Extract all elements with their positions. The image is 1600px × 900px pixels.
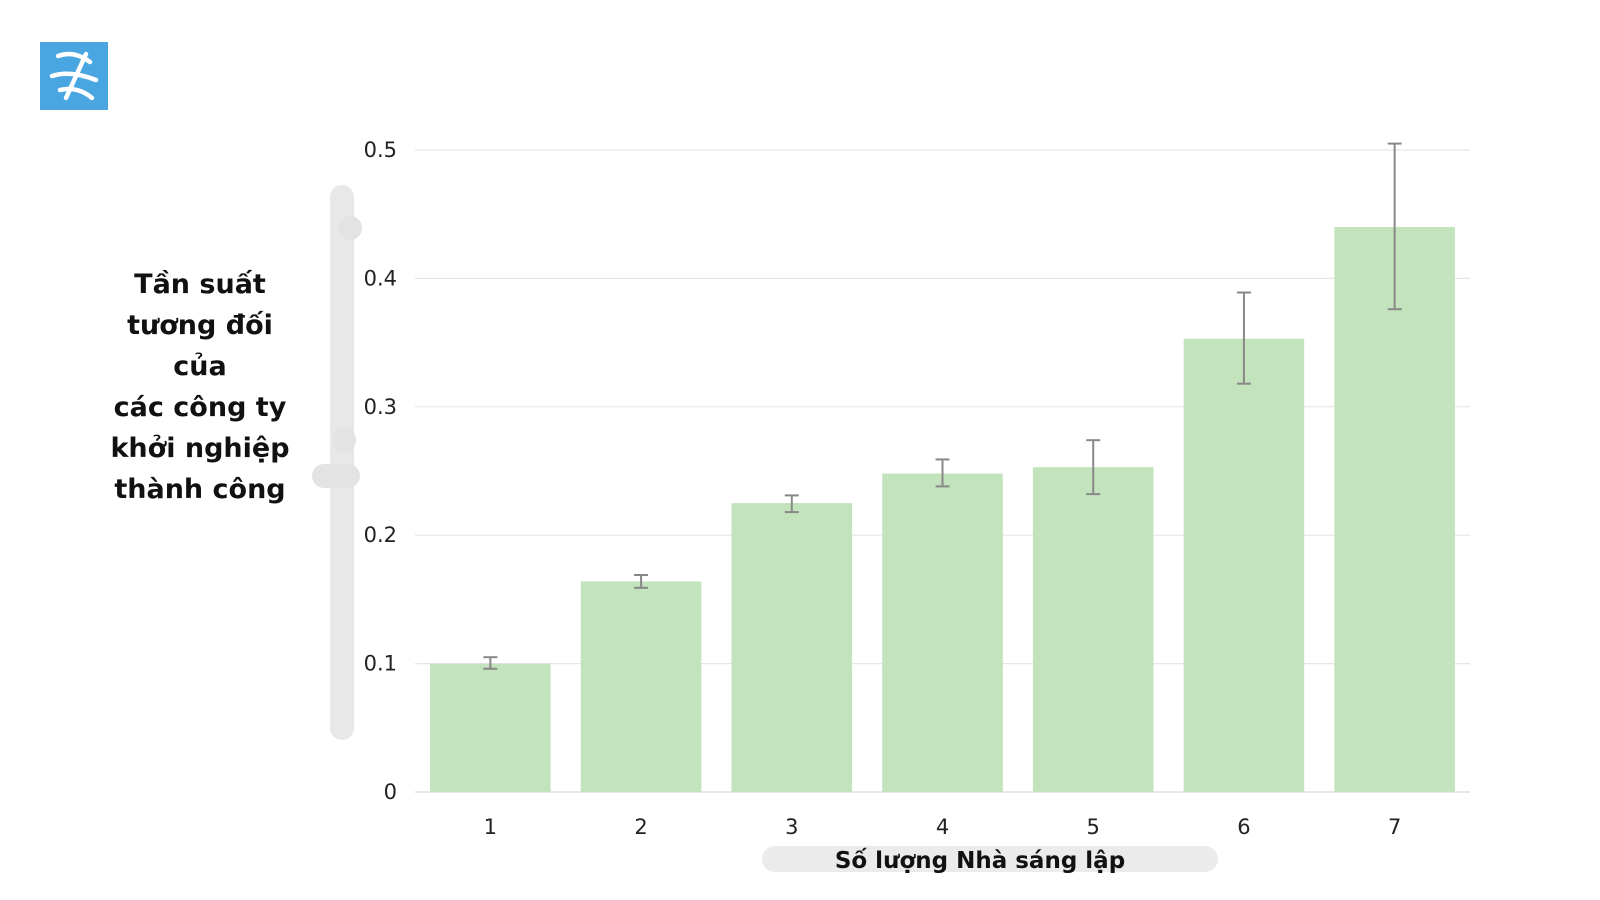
bar <box>580 581 702 792</box>
vertical-scrollbar[interactable] <box>330 185 354 740</box>
bar <box>430 663 551 792</box>
bar <box>1032 467 1154 792</box>
y-tick-label: 0.5 <box>364 138 397 162</box>
x-tick-label: 1 <box>484 815 497 839</box>
x-axis-label: Số lượng Nhà sáng lập <box>834 848 1126 874</box>
scroll-handle[interactable] <box>312 464 360 488</box>
bar <box>1183 338 1305 792</box>
y-tick-label: 0.2 <box>364 523 397 547</box>
x-tick-label: 2 <box>634 815 647 839</box>
x-tick-label: 7 <box>1388 815 1401 839</box>
x-tick-label: 5 <box>1087 815 1100 839</box>
horizontal-scrollbar[interactable] <box>762 846 1218 872</box>
y-tick-label: 0 <box>384 780 397 804</box>
y-tick-label: 0.3 <box>364 395 397 419</box>
bar <box>731 503 853 792</box>
bar <box>882 473 1003 792</box>
scroll-handle[interactable] <box>338 216 362 240</box>
y-axis-label: Tần suất tương đối của các công ty khởi … <box>110 269 290 505</box>
scroll-handle[interactable] <box>332 428 356 452</box>
brand-logo-icon <box>40 42 108 110</box>
x-tick-label: 4 <box>936 815 949 839</box>
x-tick-label: 3 <box>785 815 798 839</box>
y-tick-label: 0.4 <box>364 266 397 290</box>
bar <box>1334 227 1455 793</box>
x-tick-label: 6 <box>1237 815 1250 839</box>
y-tick-label: 0.1 <box>364 652 397 676</box>
